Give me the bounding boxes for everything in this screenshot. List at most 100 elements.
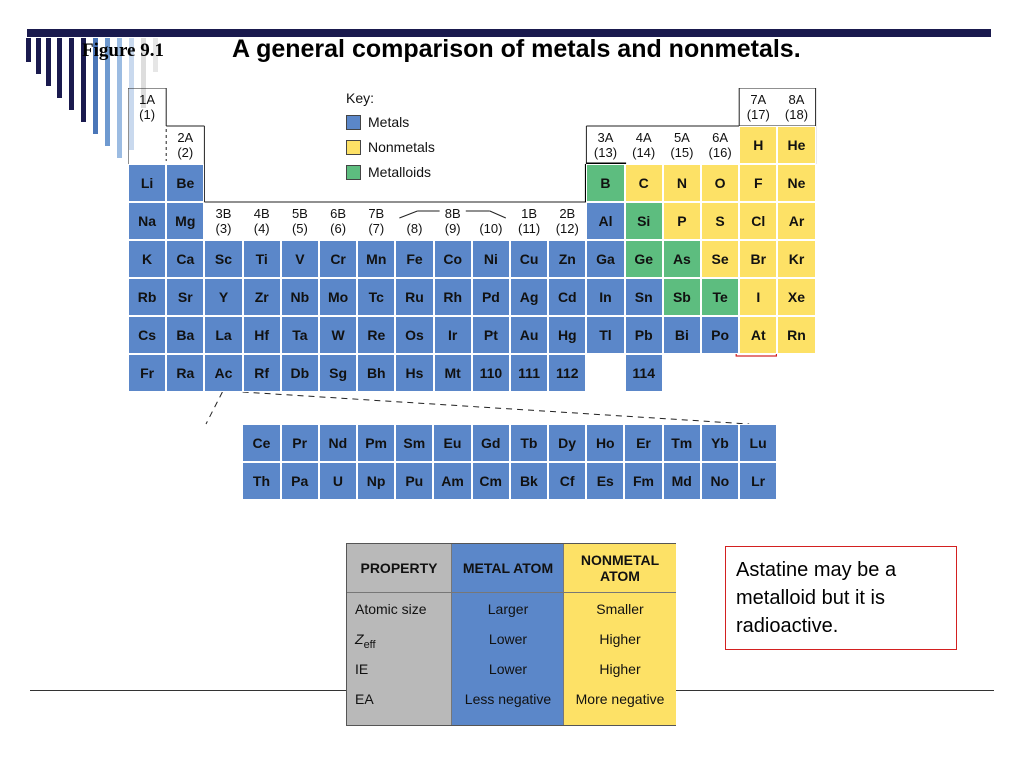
- element-cell-mo: Mo: [319, 278, 358, 316]
- group-header-line: (1): [139, 107, 156, 122]
- element-cell-rn: Rn: [777, 316, 816, 354]
- element-cell-h: H: [739, 126, 778, 164]
- zeff-symbol: Z: [355, 631, 364, 647]
- property-value-nonmetal: More negative: [575, 691, 665, 707]
- property-column-property: PROPERTY Atomic size Zeff IE EA: [347, 544, 451, 725]
- element-cell-ta: Ta: [280, 316, 319, 354]
- element-cell-cm: Cm: [471, 462, 510, 500]
- element-cell-li: Li: [128, 164, 167, 202]
- property-header-metal: METAL ATOM: [452, 544, 564, 593]
- element-cell-sr: Sr: [166, 278, 205, 316]
- group-header-line: 3A: [597, 130, 614, 145]
- element-cell-mg: Mg: [166, 202, 205, 240]
- element-cell-pb: Pb: [624, 316, 663, 354]
- figure-label: Figure 9.1: [82, 40, 164, 61]
- element-cell-no: No: [700, 462, 739, 500]
- element-cell-tm: Tm: [662, 424, 701, 462]
- element-cell-sc: Sc: [204, 240, 243, 278]
- element-cell-f: F: [739, 164, 778, 202]
- element-cell-ho: Ho: [586, 424, 625, 462]
- deco-bar: [26, 38, 31, 62]
- key-title: Key:: [346, 90, 375, 106]
- group-header-g11: 1B (11): [510, 206, 548, 236]
- element-cell-es: Es: [586, 462, 625, 500]
- property-value-metal: Less negative: [464, 691, 552, 707]
- element-cell-md: Md: [662, 462, 701, 500]
- element-cell-np: Np: [357, 462, 396, 500]
- bottom-rule-left: [30, 690, 346, 691]
- element-cell-fe: Fe: [395, 240, 434, 278]
- element-cell-yb: Yb: [700, 424, 739, 462]
- element-cell-th: Th: [242, 462, 281, 500]
- element-cell-os: Os: [395, 316, 434, 354]
- group-header-g16: 6A (16): [701, 130, 739, 160]
- element-cell-xe: Xe: [777, 278, 816, 316]
- element-cell-cs: Cs: [128, 316, 167, 354]
- element-cell-eu: Eu: [433, 424, 472, 462]
- property-column-nonmetal: NONMETAL ATOM Smaller Higher Higher More neg…: [563, 544, 676, 725]
- element-cell-hs: Hs: [395, 354, 434, 392]
- group-header-line: (17): [746, 107, 770, 122]
- element-cell-co: Co: [433, 240, 472, 278]
- element-cell-pt: Pt: [471, 316, 510, 354]
- group-header-line: 2A: [177, 130, 194, 145]
- deco-bar: [105, 38, 110, 146]
- element-cell-te: Te: [701, 278, 740, 316]
- element-cell-se: Se: [701, 240, 740, 278]
- group-header-line: (18): [784, 107, 809, 122]
- element-cell-ce: Ce: [242, 424, 281, 462]
- group-header-line: 6A: [712, 130, 729, 145]
- element-cell-s: S: [701, 202, 740, 240]
- element-cell-ra: Ra: [166, 354, 205, 392]
- element-cell-ru: Ru: [395, 278, 434, 316]
- element-cell-re: Re: [357, 316, 396, 354]
- element-cell-cd: Cd: [548, 278, 587, 316]
- element-cell-nd: Nd: [318, 424, 357, 462]
- element-cell-111: 111: [510, 354, 549, 392]
- group-header-line: 1B: [521, 206, 538, 221]
- bracket-8b: [399, 210, 418, 219]
- bottom-rule-right: [676, 690, 994, 691]
- element-cell-rh: Rh: [433, 278, 472, 316]
- group-header-line: (12): [555, 221, 579, 236]
- element-cell-si: Si: [624, 202, 663, 240]
- element-cell-in: In: [586, 278, 625, 316]
- deco-bar: [46, 38, 51, 86]
- element-cell-sm: Sm: [395, 424, 434, 462]
- group-header-g12: 2B (12): [548, 206, 586, 236]
- property-header-property: PROPERTY: [347, 544, 451, 593]
- element-cell-bh: Bh: [357, 354, 396, 392]
- key-label: Metals: [368, 114, 410, 130]
- element-cell-as: As: [662, 240, 701, 278]
- element-cell-p: P: [662, 202, 701, 240]
- group-header-line: 6B: [330, 206, 347, 221]
- element-cell-lu: Lu: [739, 424, 778, 462]
- element-cell-ti: Ti: [242, 240, 281, 278]
- element-cell-zn: Zn: [548, 240, 587, 278]
- element-cell-sn: Sn: [624, 278, 663, 316]
- deco-bar: [81, 38, 86, 122]
- element-cell-ca: Ca: [166, 240, 205, 278]
- element-cell-nb: Nb: [280, 278, 319, 316]
- element-cell-kr: Kr: [777, 240, 816, 278]
- zeff-subscript: eff: [363, 638, 376, 651]
- key-swatch: [346, 114, 361, 130]
- group-header-line: (9): [444, 221, 461, 236]
- element-cell-he: He: [777, 126, 816, 164]
- element-cell-ne: Ne: [777, 164, 816, 202]
- group-header-line: (13): [593, 145, 618, 160]
- element-cell-rb: Rb: [128, 278, 167, 316]
- element-cell-b: B: [586, 164, 625, 202]
- deco-bar: [153, 38, 158, 72]
- group-header-line: (5): [291, 221, 308, 236]
- key-label: Nonmetals: [368, 139, 435, 155]
- element-cell-ir: Ir: [433, 316, 472, 354]
- element-cell-bi: Bi: [662, 316, 701, 354]
- element-cell-br: Br: [739, 240, 778, 278]
- deco-bar: [69, 38, 74, 110]
- deco-bar: [93, 38, 98, 134]
- element-cell-la: La: [204, 316, 243, 354]
- element-cell-pa: Pa: [280, 462, 319, 500]
- element-cell-cl: Cl: [739, 202, 778, 240]
- group-header-g10a: (10): [472, 221, 510, 236]
